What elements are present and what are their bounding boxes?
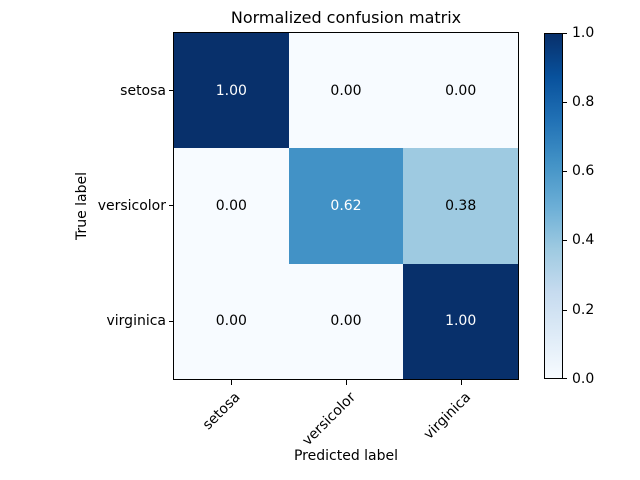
x-tick-label-2: virginica: [420, 389, 474, 443]
colorbar-tick-0: [563, 33, 567, 34]
x-tick-1: [346, 379, 347, 385]
matrix-cell-r2c2: 1.00: [403, 263, 518, 379]
colorbar-tick-5: [563, 378, 567, 379]
y-axis-label: True label: [74, 171, 90, 241]
matrix-cell-r1c1: 0.62: [288, 148, 404, 264]
colorbar-tick-1: [563, 102, 567, 103]
x-tick-0: [231, 379, 232, 385]
y-tick-label-2: virginica: [106, 313, 167, 329]
y-tick-1: [169, 205, 174, 206]
colorbar-tick-label-1: 0.8: [572, 94, 595, 110]
y-tick-0: [169, 90, 174, 91]
colorbar-tick-3: [563, 240, 567, 241]
y-tick-2: [169, 321, 174, 322]
colorbar-tick-label-0: 1.0: [572, 25, 595, 41]
heatmap: 1.00 0.00 0.00 0.00 0.62 0.38 0.00 0.00 …: [173, 32, 519, 380]
matrix-cell-r1c2: 0.38: [403, 148, 518, 264]
colorbar-tick-4: [563, 310, 567, 311]
x-tick-label-0: setosa: [199, 389, 244, 434]
x-axis-label: Predicted label: [293, 448, 399, 464]
x-tick-label-1: versicolor: [299, 389, 359, 449]
y-tick-label-1: versicolor: [97, 198, 166, 214]
colorbar-tick-label-2: 0.6: [572, 163, 595, 179]
x-tick-2: [461, 379, 462, 385]
colorbar: [544, 33, 563, 379]
y-tick-label-0: setosa: [120, 83, 166, 99]
matrix-cell-r0c2: 0.00: [403, 33, 518, 149]
matrix-cell-r2c0: 0.00: [174, 263, 289, 379]
colorbar-tick-label-5: 0.0: [572, 371, 595, 387]
colorbar-tick-label-4: 0.2: [572, 302, 595, 318]
matrix-cell-r0c0: 1.00: [174, 33, 289, 149]
matrix-cell-r0c1: 0.00: [288, 33, 404, 149]
chart-title: Normalized confusion matrix: [230, 8, 462, 27]
colorbar-tick-label-3: 0.4: [572, 232, 595, 248]
matrix-cell-r2c1: 0.00: [288, 263, 404, 379]
matrix-cell-r1c0: 0.00: [174, 148, 289, 264]
colorbar-tick-2: [563, 171, 567, 172]
